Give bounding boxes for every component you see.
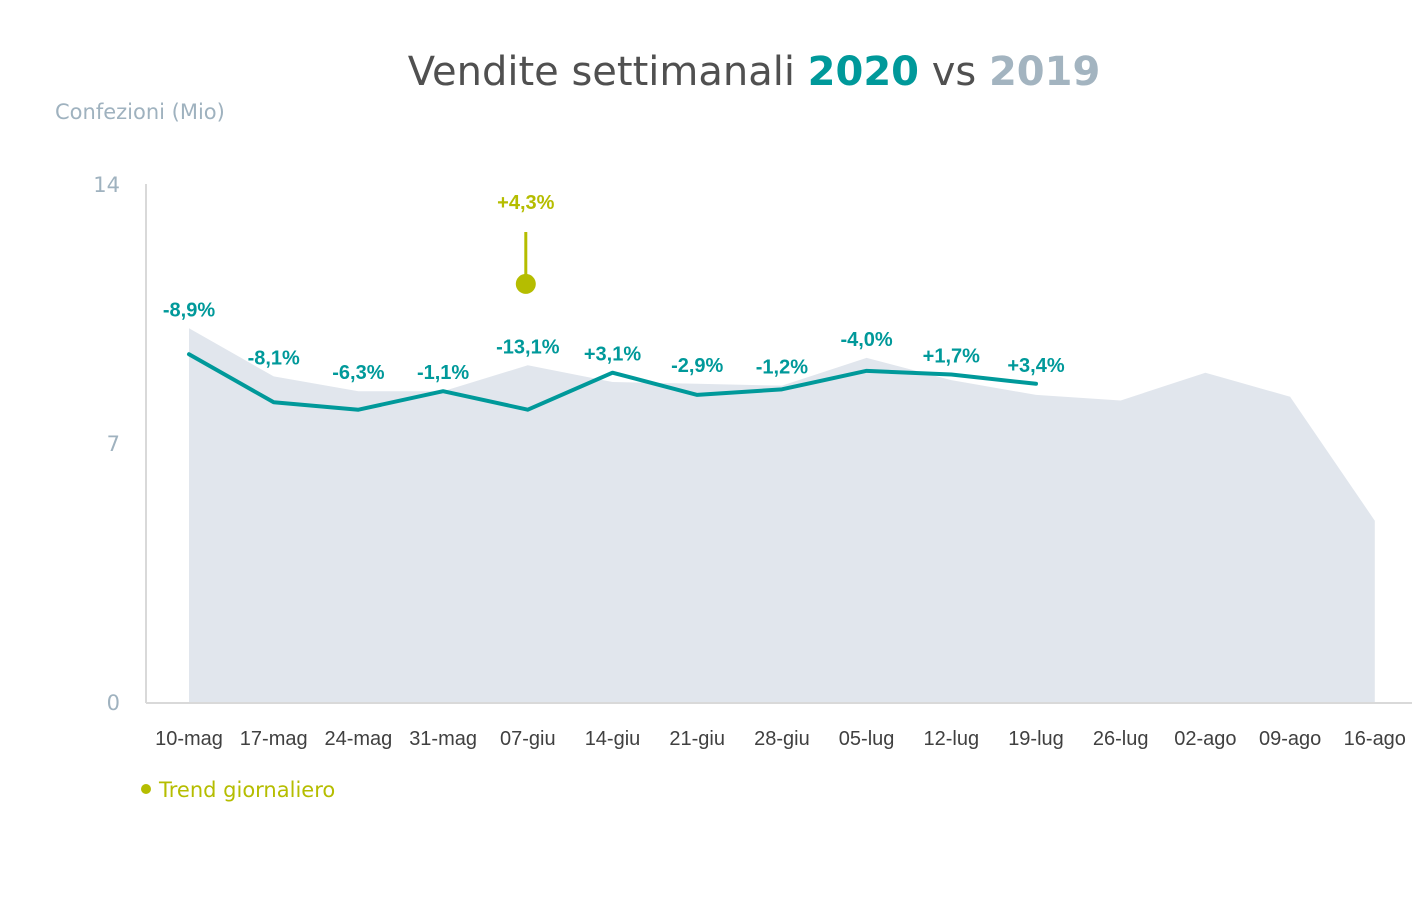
x-tick-label: 09-ago <box>1259 728 1321 750</box>
data-label-2020: +3,4% <box>1007 355 1064 377</box>
area-2019 <box>189 328 1375 702</box>
x-tick-label: 19-lug <box>1008 728 1064 750</box>
x-tick-label: 28-giu <box>754 728 810 750</box>
annotation-label: +4,3% <box>497 192 554 214</box>
chart-title-year-2019: 2019 <box>989 49 1100 95</box>
legend: Trend giornaliero <box>141 778 335 802</box>
chart-title-year-2020: 2020 <box>808 49 919 95</box>
x-tick-label: 10-mag <box>155 728 223 750</box>
x-tick-label: 31-mag <box>409 728 477 750</box>
x-tick-label: 02-ago <box>1174 728 1236 750</box>
chart-title-prefix: Vendite settimanali <box>408 49 808 95</box>
annotation-trend: +4,3% <box>497 192 555 294</box>
x-tick-label: 24-mag <box>324 728 392 750</box>
ticks: 0 7 14 10-mag 17-mag 24-mag 31-mag 07-giu 14-giu… <box>93 173 1406 750</box>
line-series-2020 <box>187 352 1038 412</box>
x-tick-label: 26-lug <box>1093 728 1149 750</box>
x-tick-label: 07-giu <box>500 728 556 750</box>
annotation-dot <box>515 273 536 294</box>
data-labels: -8,9% -8,1% -6,3% -1,1% -13,1% +3,1% -2,9% -1,2… <box>163 299 1065 384</box>
area-series-2019 <box>188 328 1375 702</box>
data-label-2020: -8,9% <box>163 299 215 321</box>
data-label-2020: +3,1% <box>584 344 641 366</box>
x-tick-label: 16-ago <box>1344 728 1406 750</box>
chart-title-connector: vs <box>919 49 989 95</box>
y-axis-label: Confezioni (Mio) <box>55 100 225 124</box>
data-label-2020: -8,1% <box>248 347 300 369</box>
y-tick-label: 0 <box>107 691 120 715</box>
data-label-2020: -6,3% <box>332 362 384 384</box>
x-tick-label: 21-giu <box>669 728 725 750</box>
x-tick-label: 05-lug <box>839 728 895 750</box>
x-tick-label: 17-mag <box>240 728 308 750</box>
data-label-2020: -13,1% <box>496 336 560 358</box>
x-tick-label: 12-lug <box>923 728 979 750</box>
x-tick-label: 14-giu <box>585 728 641 750</box>
data-label-2020: -1,1% <box>417 362 469 384</box>
data-label-2020: -4,0% <box>840 329 892 351</box>
data-label-2020: +1,7% <box>923 346 980 368</box>
legend-dot-icon <box>141 784 151 794</box>
y-tick-label: 14 <box>93 173 120 197</box>
axes <box>145 184 1412 704</box>
data-label-2020: -1,2% <box>756 357 808 379</box>
legend-label: Trend giornaliero <box>158 778 335 802</box>
data-label-2020: -2,9% <box>671 355 723 377</box>
y-tick-label: 7 <box>107 432 120 456</box>
chart-title: Vendite settimanali 2020 vs 2019 <box>408 49 1101 95</box>
